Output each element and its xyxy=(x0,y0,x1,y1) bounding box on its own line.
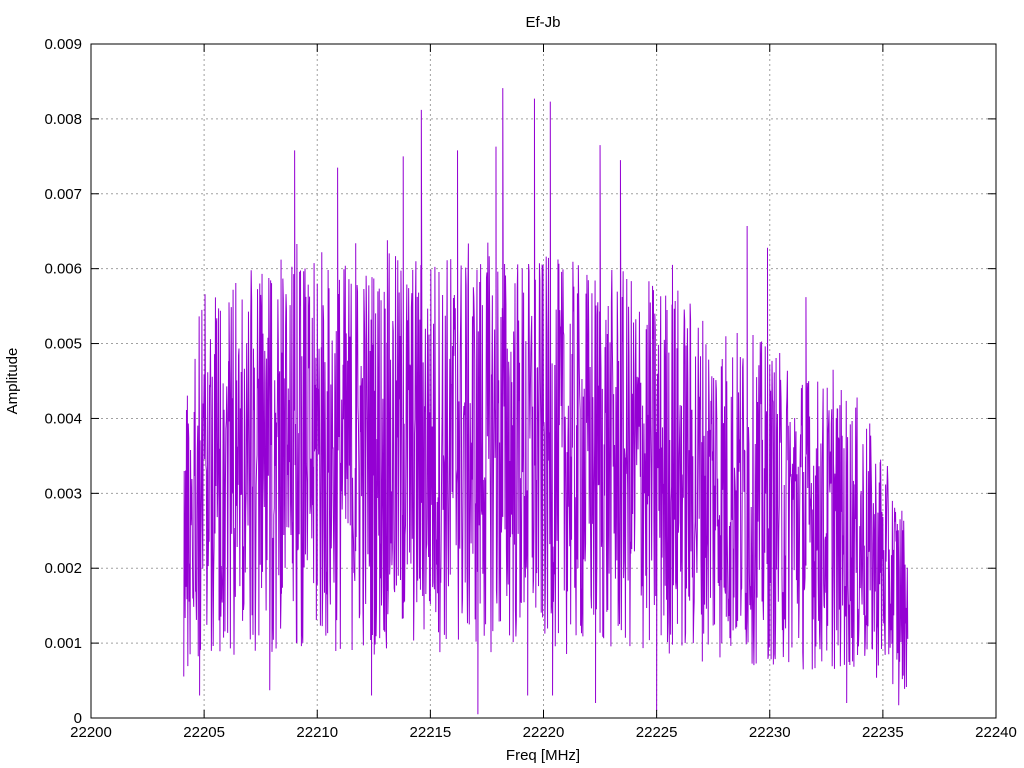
x-tick-label: 22225 xyxy=(636,724,678,741)
x-axis-label: Freq [MHz] xyxy=(506,747,580,764)
x-tick-label: 22235 xyxy=(862,724,904,741)
y-tick-label: 0.007 xyxy=(44,186,82,203)
y-tick-label: 0.008 xyxy=(44,111,82,128)
y-axis-label: Amplitude xyxy=(4,348,21,415)
series-layer xyxy=(183,88,909,715)
x-tick-label: 22205 xyxy=(183,724,225,741)
x-tick-label: 22220 xyxy=(523,724,565,741)
series-line xyxy=(183,88,909,715)
y-tick-label: 0.003 xyxy=(44,485,82,502)
y-tick-label: 0.006 xyxy=(44,261,82,278)
y-tick-label: 0.004 xyxy=(44,410,82,427)
chart-title: Ef-Jb xyxy=(525,14,560,31)
axis-ticks: 22200 22205 22210 22215 22220 22225 22230 22235… xyxy=(44,36,1016,741)
y-tick-label: 0.002 xyxy=(44,560,82,577)
y-tick-label: 0.005 xyxy=(44,336,82,353)
y-tick-label: 0.009 xyxy=(44,36,82,53)
x-tick-label: 22230 xyxy=(749,724,791,741)
x-tick-label: 22240 xyxy=(975,724,1017,741)
y-tick-label: 0 xyxy=(74,710,82,727)
y-tick-label: 0.001 xyxy=(44,635,82,652)
x-tick-label: 22215 xyxy=(410,724,452,741)
x-tick-label: 22200 xyxy=(70,724,112,741)
x-tick-label: 22210 xyxy=(296,724,338,741)
